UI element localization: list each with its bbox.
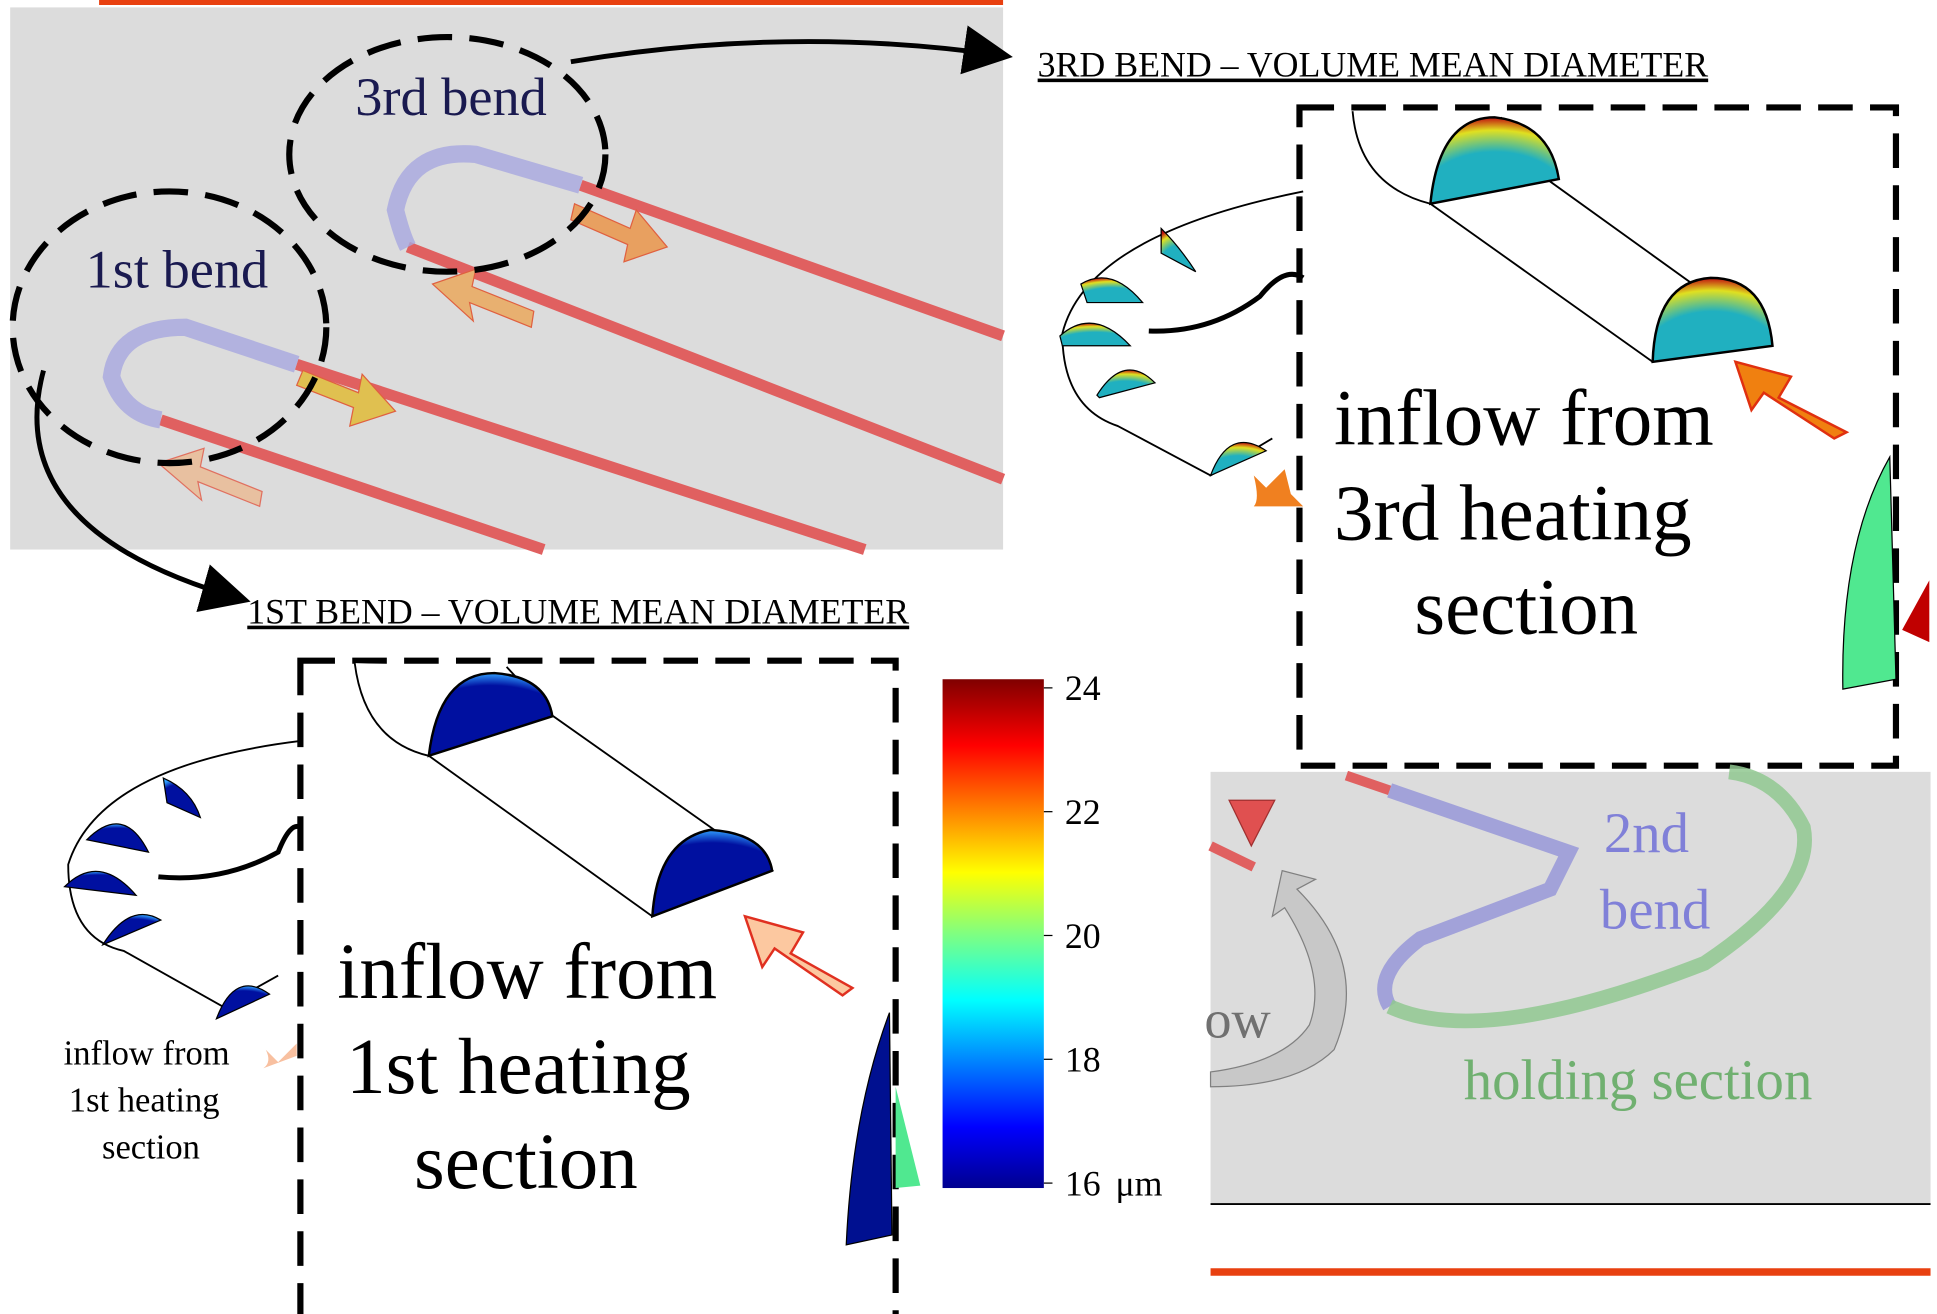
panel-title: 1ST BEND – VOLUME MEAN DIAMETER [247, 592, 909, 632]
bend-label: 2nd [1604, 802, 1689, 865]
inflow-line: section [414, 1119, 638, 1206]
colorbar-unit: μm [1115, 1163, 1162, 1203]
inflow-line: inflow from [337, 929, 717, 1016]
inflow-line: 3rd heating [1334, 471, 1692, 558]
bend-label: 1st bend [86, 240, 269, 300]
inflow-label: inflow from 3rd heating section [1334, 376, 1733, 652]
inflow-line: inflow from [64, 1035, 230, 1073]
colorbar-tick-label: 18 [1065, 1040, 1101, 1080]
inflow-line: section [102, 1128, 200, 1166]
bend-label: 3rd bend [355, 67, 547, 127]
inflow-label: inflow from 1st heating section [337, 929, 736, 1206]
holding-label: holding section [1464, 1049, 1813, 1112]
inflow-line: section [1414, 565, 1638, 652]
page: 3rd bend 1st bend 3RD BEND – VOLUME MEAN… [0, 0, 1937, 1314]
colorbar-tick-label: 24 [1065, 668, 1101, 708]
colorbar-tick-label: 22 [1065, 792, 1101, 832]
inflow-line: 1st heating [69, 1081, 220, 1119]
bend-label: bend [1600, 879, 1710, 942]
colorbar: 24 22 20 18 16 μm [943, 668, 1163, 1203]
figure: 3rd bend 1st bend 3RD BEND – VOLUME MEAN… [0, 0, 1937, 1314]
small-inflow-label: inflow from 1st heating section [64, 1035, 239, 1167]
third-bend-panel: 3RD BEND – VOLUME MEAN DIAMETER inflow f… [1038, 45, 1930, 766]
colorbar-tick-label: 16 [1065, 1163, 1101, 1203]
bottom-panel: 2nd bend holding section ow [1204, 772, 1930, 1204]
colorbar-gradient [943, 679, 1044, 1188]
colorbar-tick-label: 20 [1065, 916, 1101, 956]
flow-label: ow [1204, 989, 1270, 1049]
first-bend-panel: 1ST BEND – VOLUME MEAN DIAMETER inflow f… [64, 592, 921, 1314]
top-panel: 3rd bend 1st bend [10, 7, 1003, 549]
inflow-line: inflow from [1334, 376, 1714, 463]
panel-title: 3RD BEND – VOLUME MEAN DIAMETER [1038, 45, 1709, 85]
inflow-line: 1st heating [346, 1024, 691, 1111]
